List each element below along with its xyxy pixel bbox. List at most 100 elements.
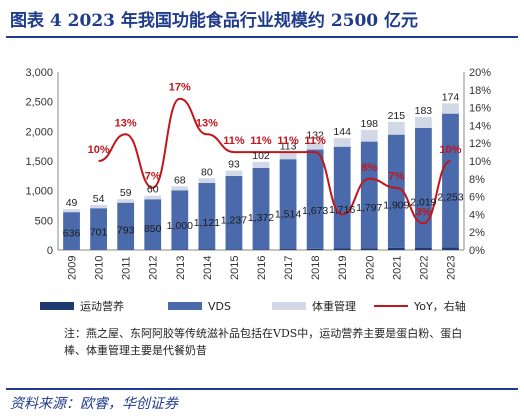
title-rule [6,36,518,38]
bar-vds [63,212,80,250]
yoy-value-label: 11% [250,135,272,147]
x-tick-label: 2016 [256,256,268,280]
weight-value-label: 102 [252,150,270,162]
bar-weight [279,152,297,160]
x-tick-label: 2012 [148,256,160,280]
y-tick-label: 3,000 [25,67,53,79]
yoy-value-label: 3% [415,206,431,218]
x-tick-label: 2020 [364,256,376,280]
yoy-value-label: 13% [196,117,218,129]
weight-value-label: 174 [442,91,460,103]
bar-sports [252,249,270,250]
bar-sports [387,247,405,250]
x-tick-label: 2022 [418,256,430,280]
bar-vds [333,146,351,249]
legend-label: VDS [208,300,231,313]
bar-weight [225,170,243,177]
bar-vds [252,167,270,250]
bar-weight [387,121,405,135]
weight-value-label: 113 [280,141,297,153]
bar-weight [252,161,270,168]
bar-vds [225,176,243,250]
bar-vds [360,141,378,249]
y2-tick-label: 10% [469,156,491,168]
bar-weight [306,141,324,150]
y2-tick-label: 12% [469,138,491,150]
legend-swatch [272,302,306,310]
vds-value-label: 1,716 [329,204,355,216]
bar-sports [333,248,351,250]
chart-axes: 0 500 1,000 1,500 2,000 2,500 3,000 0% 2% 4% 6% 8% 1… [25,67,491,280]
y2-tick-label: 14% [469,120,491,132]
x-tick-label: 2021 [391,256,403,280]
bar-vds [171,190,189,250]
weight-value-label: 215 [388,110,406,122]
vds-value-label: 850 [144,223,162,235]
bar-weight [63,209,80,213]
vds-value-label: 1,514 [275,209,301,221]
weight-value-label: 80 [201,166,213,178]
bar-sports [225,249,243,250]
bar-weight [333,138,351,147]
bar-sports [306,248,324,250]
weight-value-label: 183 [415,105,433,117]
bar-weight [171,186,189,191]
figure-title: 图表 4 2023 年我国功能食品行业规模约 2500 亿元 [10,11,419,31]
bar-vds [306,149,324,249]
yoy-line-group [98,97,451,225]
y2-tick-label: 8% [469,174,485,186]
weight-value-label: 144 [333,126,351,138]
vds-value-label: 1,121 [194,217,220,229]
chart-labels: 49 636 54 701 59 793 60 850 68 1,000 80 1,121 93 1,23… [63,82,464,240]
y2-tick-label: 6% [469,192,485,204]
bar-vds [90,208,107,250]
bar-weight [360,129,378,142]
y-tick-label: 1,000 [25,186,53,198]
vds-value-label: 636 [63,228,81,240]
weight-value-label: 49 [66,197,78,209]
x-tick-label: 2015 [229,256,241,280]
vds-value-label: 2,019 [410,197,436,209]
yoy-value-label: 11% [277,135,299,147]
bar-vds [442,113,459,248]
vds-value-label: 1,372 [248,212,274,224]
bar-sports [415,247,432,250]
bar-sports [442,247,459,250]
weight-value-label: 93 [228,158,240,170]
x-tick-label: 2023 [445,256,457,280]
yoy-value-label: 7% [388,171,404,183]
yoy-line [98,97,451,225]
legend-label: YoY，右轴 [413,299,466,313]
bar-vds [279,159,297,250]
bar-weight [90,205,107,209]
x-tick-label: 2009 [67,256,79,280]
bar-sports [279,249,297,250]
x-tick-label: 2010 [94,256,106,280]
yoy-value-label: 11% [304,135,326,147]
yoy-value-label: 13% [115,117,137,129]
weight-value-label: 54 [93,193,105,205]
y-tick-label: 2,000 [25,126,53,138]
weight-value-label: 59 [120,187,132,199]
yoy-value-label: 11% [223,135,245,147]
bar-vds [117,202,135,250]
vds-value-label: 1,000 [167,220,193,232]
weight-value-label: 198 [361,118,379,130]
y2-tick-label: 2% [469,227,485,239]
bar-vds [415,127,432,248]
bar-weight [198,178,216,184]
weight-value-label: 60 [147,184,159,196]
bar-weight [415,116,432,128]
legend-label: 运动营养 [80,299,124,313]
yoy-value-label: 7% [145,171,161,183]
weight-value-label: 68 [174,174,186,186]
functional-food-chart: 0 500 1,000 1,500 2,000 2,500 3,000 0% 2% 4% 6% 8% 1… [25,67,491,313]
chart-legend: 运动营养 VDS 体重管理 YoY，右轴 [40,299,466,313]
bar-sports [360,248,378,250]
figure-note: 注：燕之屋、东阿阿胶等传统滋补品包括在VDS中，运动营养主要是蛋白粉、蛋白棒、体… [64,327,463,357]
vds-value-label: 1,797 [356,202,382,214]
yoy-value-label: 17% [169,82,191,94]
vds-value-label: 1,909 [383,199,409,211]
y-tick-label: 0 [47,245,53,257]
x-tick-label: 2018 [310,256,322,280]
